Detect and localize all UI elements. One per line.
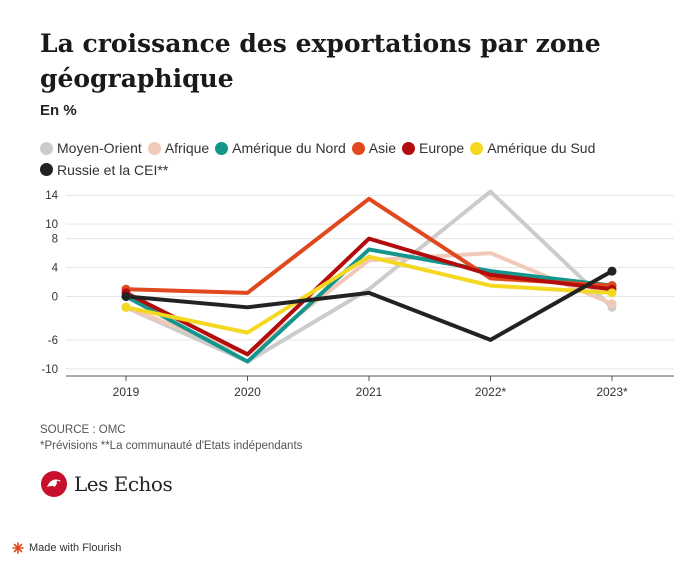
chart-title: La croissance des exportations par zone …: [40, 29, 601, 93]
chart-subtitle: En %: [40, 102, 77, 119]
y-tick-label: 4: [52, 263, 59, 275]
y-tick-label: -10: [41, 364, 58, 376]
legend-label: Asie: [368, 140, 397, 156]
series-line[interactable]: [124, 269, 614, 342]
legend-label: Russie et la CEI**: [57, 161, 169, 178]
series-end-point[interactable]: [607, 266, 617, 276]
chart-footer: SOURCE : OMC *Prévisions **La communauté…: [40, 422, 302, 454]
les-echos-logo[interactable]: Les Echos: [40, 470, 173, 498]
y-tick-label: 8: [52, 234, 58, 246]
x-tick-label: 2021: [356, 385, 383, 399]
legend-item[interactable]: Russie et la CEI**: [40, 160, 168, 180]
y-tick-label: 10: [45, 219, 58, 231]
line-chart: 14 10 8 4 0 -6 -10 2019 2020 2021 2022* 2023*: [41, 189, 674, 399]
series-end-point[interactable]: [607, 299, 617, 309]
series-line[interactable]: [124, 189, 614, 364]
legend-swatch: [147, 141, 161, 155]
x-tick-label: 2020: [234, 385, 261, 399]
y-tick-label: 0: [52, 291, 58, 303]
y-tick-label: 14: [45, 190, 58, 202]
legend-item[interactable]: Amérique du Nord: [215, 138, 346, 158]
series-line[interactable]: [124, 236, 614, 357]
made-with-flourish-link[interactable]: Made with Flourish: [12, 542, 121, 554]
x-tick-label: 2023*: [596, 385, 628, 399]
made-with-flourish-label: Made with Flourish: [29, 542, 122, 554]
series-line[interactable]: [124, 247, 614, 364]
x-tick-label: 2022*: [475, 385, 507, 399]
source-note: SOURCE : OMC: [40, 424, 126, 436]
legend-label: Europe: [419, 140, 465, 156]
x-tick-label: 2019: [113, 385, 140, 399]
series-end-point[interactable]: [607, 288, 617, 298]
legend-swatch: [215, 141, 229, 155]
legend-item[interactable]: Europe: [402, 138, 464, 158]
les-echos-emblem-icon: [41, 471, 67, 497]
legend-item[interactable]: Moyen-Orient: [40, 138, 142, 158]
logo-text: Les Echos: [74, 472, 173, 496]
flourish-icon: [12, 542, 24, 554]
legend-swatch: [40, 163, 53, 176]
legend-swatch: [402, 141, 416, 155]
legend-item[interactable]: Amérique du Sud: [470, 138, 595, 158]
series-line[interactable]: [124, 254, 614, 335]
chart-legend: Moyen-Orient Afrique Amérique du Nord Asie E…: [40, 138, 680, 181]
footnote: *Prévisions **La communauté d'Etats indé…: [40, 440, 303, 452]
legend-item[interactable]: Afrique: [147, 138, 210, 158]
y-tick-label: -6: [48, 335, 58, 347]
series-start-point[interactable]: [121, 302, 131, 312]
legend-label: Amérique du Nord: [232, 140, 346, 156]
legend-swatch: [470, 141, 484, 155]
legend-swatch: [351, 141, 365, 155]
legend-label: Moyen-Orient: [57, 140, 142, 156]
legend-label: Afrique: [164, 140, 210, 156]
legend-label: Amérique du Sud: [487, 140, 596, 156]
series-start-point[interactable]: [121, 291, 131, 301]
legend-item[interactable]: Asie: [351, 138, 397, 158]
legend-swatch: [40, 141, 53, 155]
